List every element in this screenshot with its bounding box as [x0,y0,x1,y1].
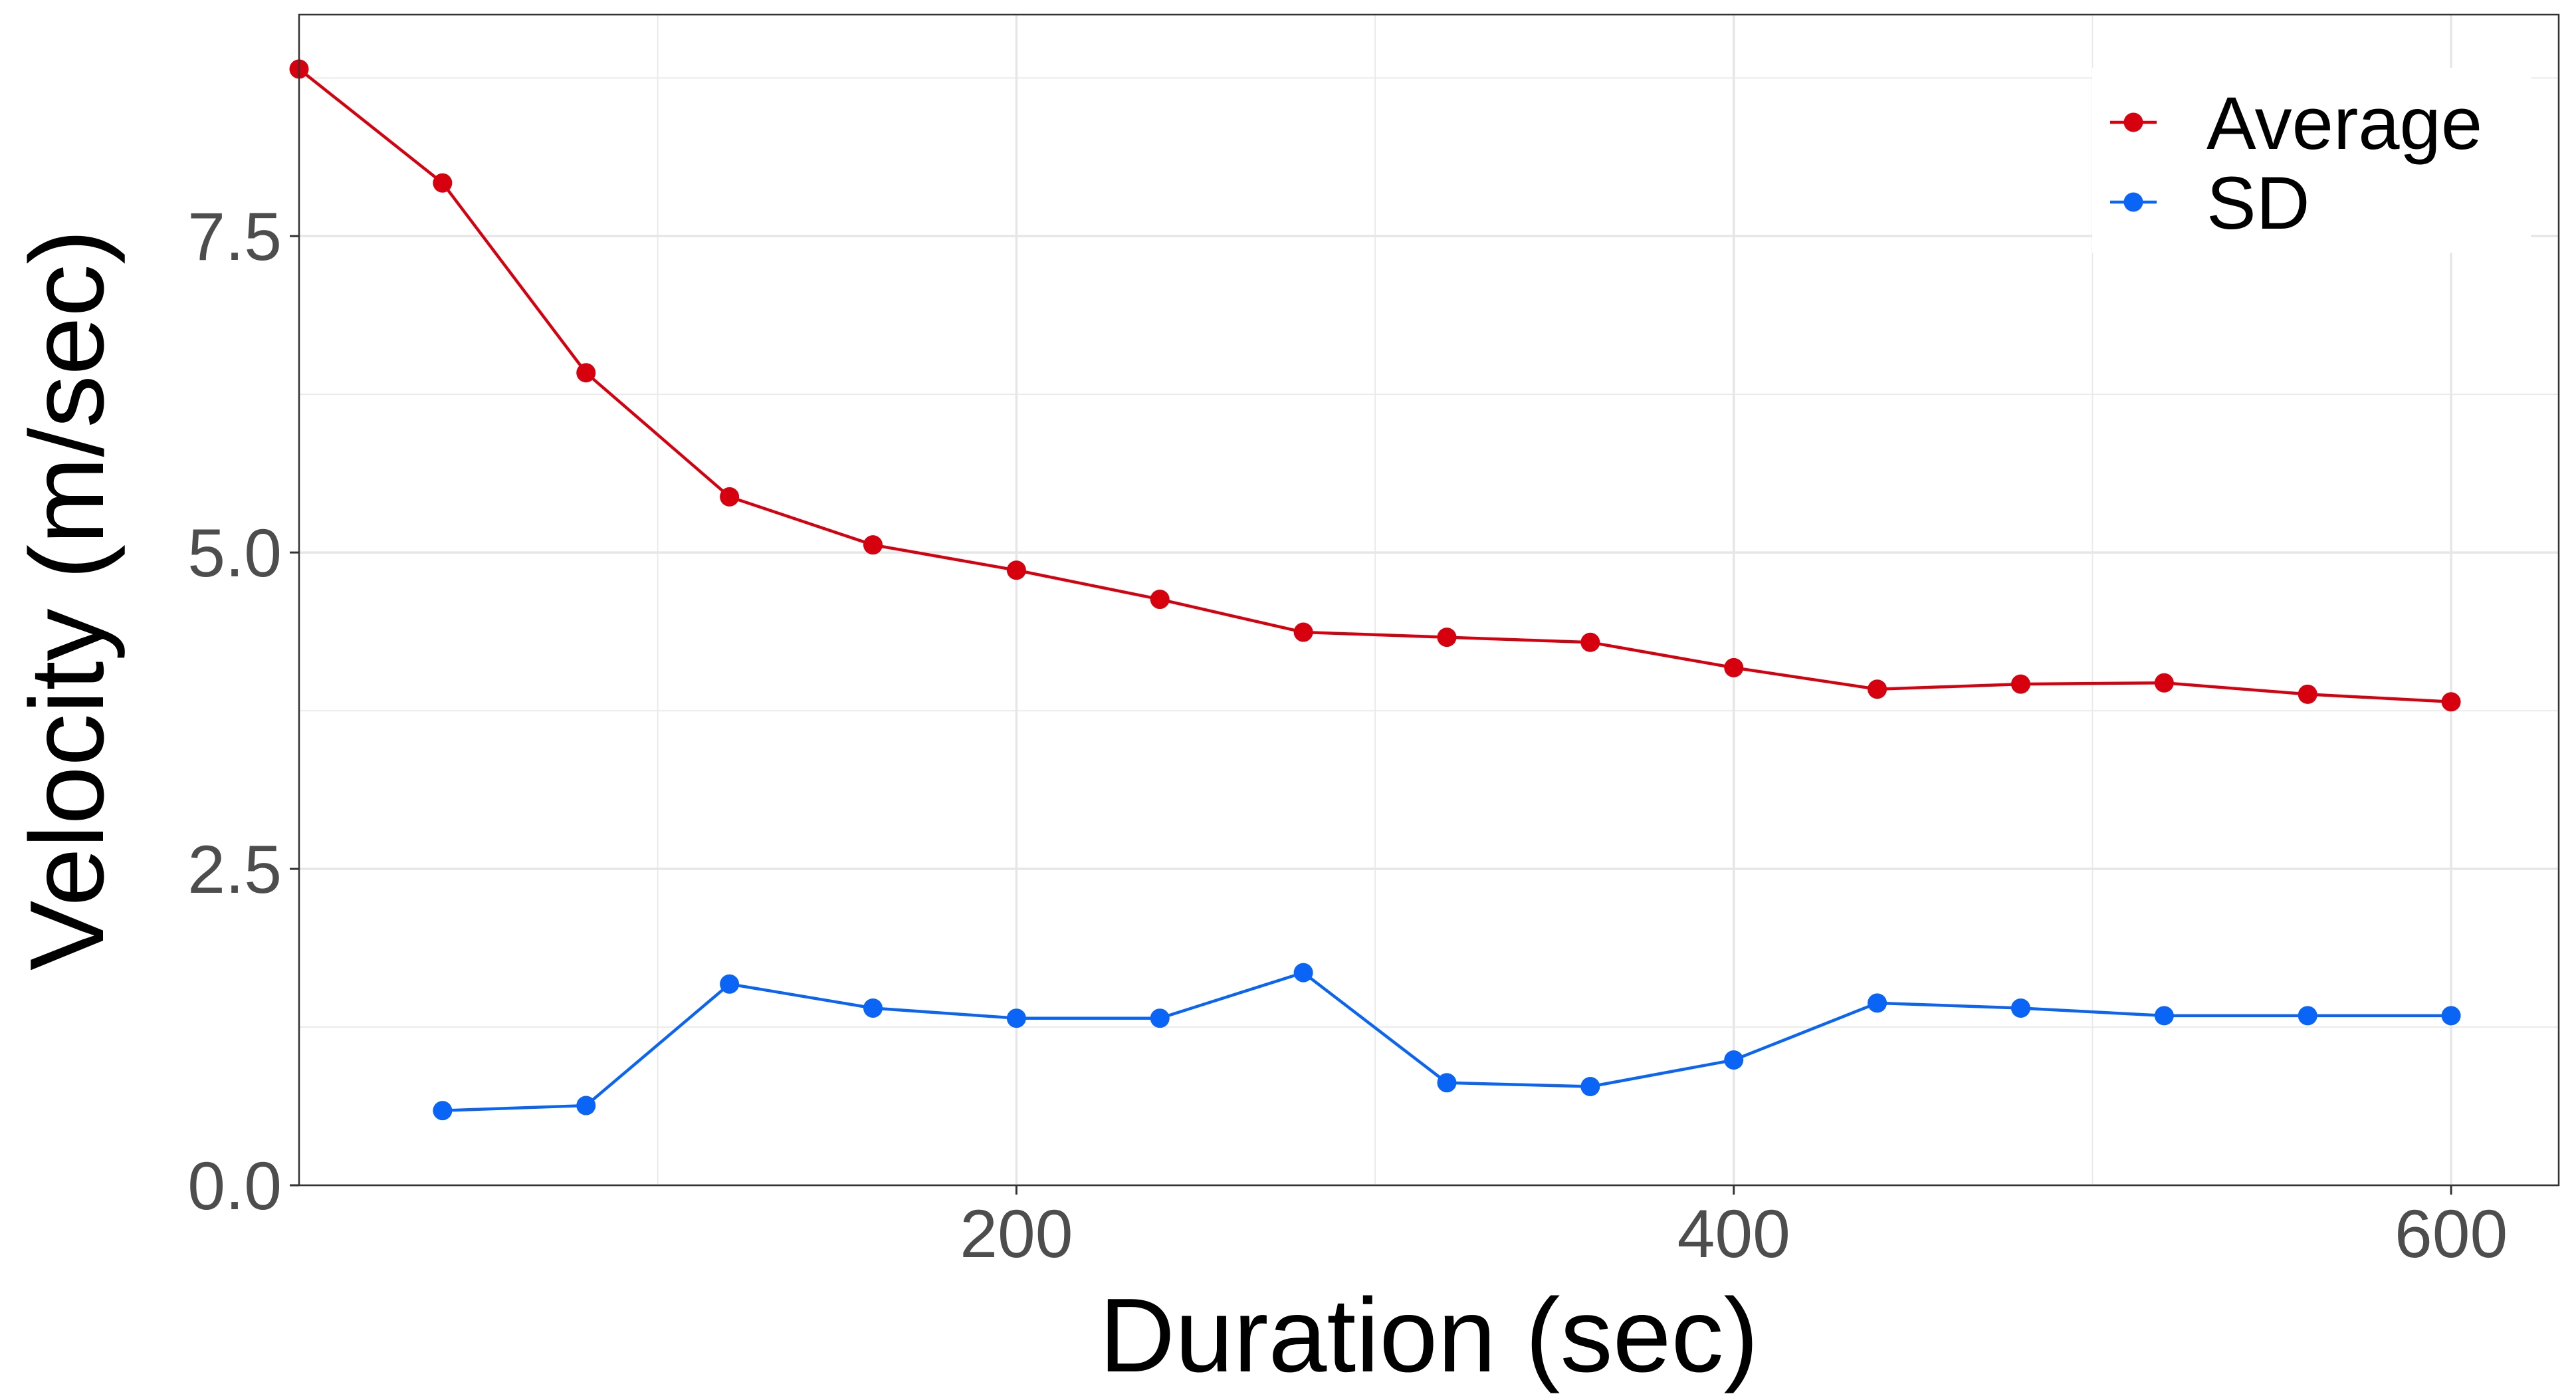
legend-label-average: Average [2206,82,2482,165]
legend-background [2092,68,2531,253]
y-axis-ticks: 0.0 2.5 5.0 7.5 [187,199,299,1224]
data-point-average [1293,622,1313,642]
data-point-sd [720,974,740,994]
data-point-average [2010,674,2030,694]
data-point-average [1868,679,1887,699]
data-point-average [433,173,453,193]
y-tick-label: 2.5 [187,832,282,907]
x-axis-title: Duration (sec) [1099,1277,1759,1394]
x-tick-label: 400 [1677,1196,1790,1272]
data-point-sd [1150,1008,1170,1028]
data-point-sd [433,1101,453,1121]
data-point-average [1724,657,1744,677]
data-point-average [2154,673,2174,693]
x-tick-label: 600 [2395,1196,2508,1272]
data-point-average [1437,628,1457,647]
legend-label-sd: SD [2206,162,2310,245]
series-layer [289,59,2461,1121]
data-point-average [1580,632,1600,652]
data-point-sd [1868,993,1887,1013]
y-tick-label: 5.0 [187,515,282,591]
y-tick-label: 0.0 [187,1148,282,1224]
data-point-average [1150,590,1170,610]
data-point-sd [2441,1006,2461,1026]
y-tick-label: 7.5 [187,199,282,275]
data-point-sd [2298,1006,2317,1026]
data-point-average [863,535,883,555]
data-point-sd [2010,998,2030,1018]
y-axis-title: Velocity (m/sec) [9,229,126,971]
data-point-average [2298,684,2317,704]
data-point-sd [1006,1008,1026,1028]
data-point-sd [2154,1006,2174,1026]
series-line-average [298,68,2452,704]
data-point-sd [576,1096,596,1115]
legend-key-point-average [2123,112,2143,132]
data-point-sd [1437,1073,1457,1093]
data-point-sd [1293,963,1313,983]
data-point-average [1006,560,1026,580]
x-tick-label: 200 [960,1196,1073,1272]
data-point-sd [1580,1077,1600,1097]
data-point-sd [863,998,883,1018]
data-point-average [720,487,740,507]
plot-panel-border [298,13,2560,1187]
x-axis-ticks: 200 400 600 [960,1185,2508,1272]
data-point-average [2441,692,2461,712]
data-point-sd [1724,1050,1744,1070]
legend-key-point-sd [2123,192,2143,212]
data-point-average [576,363,596,383]
